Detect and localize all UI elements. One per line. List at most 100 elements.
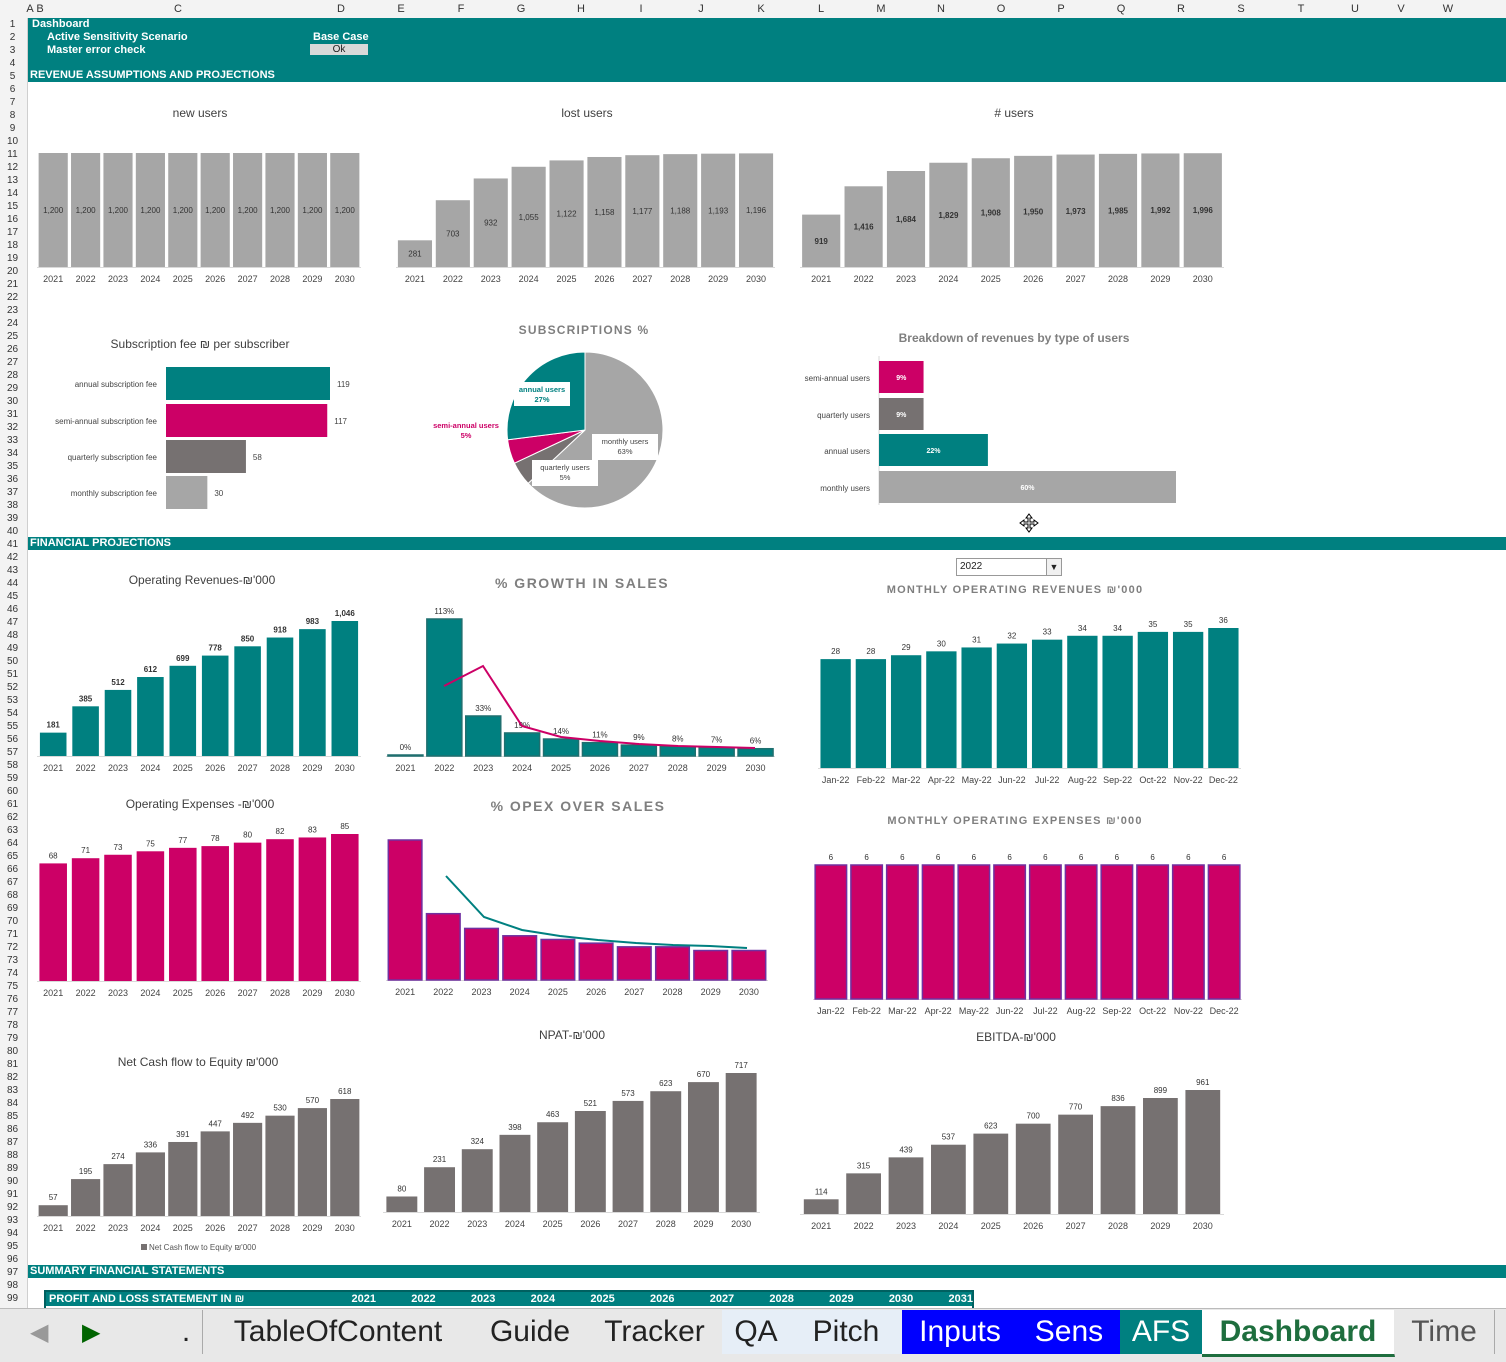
row-header-81[interactable]: 81 bbox=[6, 1059, 19, 1070]
year-dropdown[interactable]: 2022 ▼ bbox=[956, 558, 1062, 576]
row-header-92[interactable]: 92 bbox=[6, 1202, 19, 1213]
row-header-85[interactable]: 85 bbox=[6, 1111, 19, 1122]
row-header-46[interactable]: 46 bbox=[6, 604, 19, 615]
column-header-B[interactable]: B bbox=[36, 3, 44, 15]
row-header-28[interactable]: 28 bbox=[6, 370, 19, 381]
column-header-U[interactable]: U bbox=[1351, 3, 1359, 15]
row-header-96[interactable]: 96 bbox=[6, 1254, 19, 1265]
row-header-19[interactable]: 19 bbox=[6, 253, 19, 264]
row-header-22[interactable]: 22 bbox=[6, 292, 19, 303]
row-header-31[interactable]: 31 bbox=[6, 409, 19, 420]
row-header-27[interactable]: 27 bbox=[6, 357, 19, 368]
row-header-70[interactable]: 70 bbox=[6, 916, 19, 927]
row-header-29[interactable]: 29 bbox=[6, 383, 19, 394]
row-header-12[interactable]: 12 bbox=[6, 162, 19, 173]
row-header-36[interactable]: 36 bbox=[6, 474, 19, 485]
row-header-73[interactable]: 73 bbox=[6, 955, 19, 966]
column-header-F[interactable]: F bbox=[457, 3, 465, 15]
row-header-4[interactable]: 4 bbox=[9, 58, 16, 69]
row-header-39[interactable]: 39 bbox=[6, 513, 19, 524]
column-header-D[interactable]: D bbox=[337, 3, 345, 15]
tab-time[interactable]: Time bbox=[1394, 1310, 1495, 1354]
error-check-value[interactable]: Ok bbox=[310, 44, 368, 55]
row-header-44[interactable]: 44 bbox=[6, 578, 19, 589]
column-header-J[interactable]: J bbox=[698, 3, 704, 15]
row-header-24[interactable]: 24 bbox=[6, 318, 19, 329]
row-header-63[interactable]: 63 bbox=[6, 825, 19, 836]
row-header-88[interactable]: 88 bbox=[6, 1150, 19, 1161]
row-header-40[interactable]: 40 bbox=[6, 526, 19, 537]
row-header-32[interactable]: 32 bbox=[6, 422, 19, 433]
row-header-35[interactable]: 35 bbox=[6, 461, 19, 472]
column-header-H[interactable]: H bbox=[577, 3, 585, 15]
row-header-84[interactable]: 84 bbox=[6, 1098, 19, 1109]
chevron-down-icon[interactable]: ▼ bbox=[1046, 559, 1061, 575]
scenario-value[interactable]: Base Case bbox=[313, 31, 369, 43]
row-header-26[interactable]: 26 bbox=[6, 344, 19, 355]
row-header-62[interactable]: 62 bbox=[6, 812, 19, 823]
row-header-71[interactable]: 71 bbox=[6, 929, 19, 940]
row-header-93[interactable]: 93 bbox=[6, 1215, 19, 1226]
column-header-Q[interactable]: Q bbox=[1116, 3, 1126, 15]
row-header-55[interactable]: 55 bbox=[6, 721, 19, 732]
column-header-S[interactable]: S bbox=[1237, 3, 1245, 15]
row-header-95[interactable]: 95 bbox=[6, 1241, 19, 1252]
row-header-69[interactable]: 69 bbox=[6, 903, 19, 914]
row-header-13[interactable]: 13 bbox=[6, 175, 19, 186]
tab-qa[interactable]: QA bbox=[722, 1310, 791, 1354]
row-header-15[interactable]: 15 bbox=[6, 201, 19, 212]
row-header-5[interactable]: 5 bbox=[9, 71, 16, 82]
row-header-8[interactable]: 8 bbox=[9, 110, 16, 121]
row-header-34[interactable]: 34 bbox=[6, 448, 19, 459]
column-header-C[interactable]: C bbox=[174, 3, 182, 15]
row-header-90[interactable]: 90 bbox=[6, 1176, 19, 1187]
row-header-78[interactable]: 78 bbox=[6, 1020, 19, 1031]
row-header-61[interactable]: 61 bbox=[6, 799, 19, 810]
tab-dashboard[interactable]: Dashboard bbox=[1202, 1310, 1395, 1357]
row-header-56[interactable]: 56 bbox=[6, 734, 19, 745]
column-header-W[interactable]: W bbox=[1442, 3, 1454, 15]
column-header-A[interactable]: A bbox=[26, 3, 34, 15]
row-header-11[interactable]: 11 bbox=[7, 149, 18, 160]
row-header-25[interactable]: 25 bbox=[6, 331, 19, 342]
column-header-G[interactable]: G bbox=[516, 3, 526, 15]
row-header-14[interactable]: 14 bbox=[6, 188, 19, 199]
column-header-I[interactable]: I bbox=[639, 3, 643, 15]
row-header-23[interactable]: 23 bbox=[6, 305, 19, 316]
row-header-76[interactable]: 76 bbox=[6, 994, 19, 1005]
row-header-75[interactable]: 75 bbox=[6, 981, 19, 992]
row-header-58[interactable]: 58 bbox=[6, 760, 19, 771]
row-header-16[interactable]: 16 bbox=[6, 214, 19, 225]
tab-sens[interactable]: Sens bbox=[1018, 1310, 1121, 1354]
row-header-80[interactable]: 80 bbox=[6, 1046, 19, 1057]
column-header-N[interactable]: N bbox=[937, 3, 945, 15]
column-header-L[interactable]: L bbox=[817, 3, 825, 15]
row-header-82[interactable]: 82 bbox=[6, 1072, 19, 1083]
tab-pitch[interactable]: Pitch bbox=[790, 1310, 903, 1354]
row-header-51[interactable]: 51 bbox=[6, 669, 19, 680]
row-header-98[interactable]: 98 bbox=[6, 1280, 19, 1291]
row-header-79[interactable]: 79 bbox=[6, 1033, 19, 1044]
row-header-49[interactable]: 49 bbox=[6, 643, 19, 654]
tab-afs[interactable]: AFS bbox=[1120, 1310, 1203, 1354]
row-header-48[interactable]: 48 bbox=[6, 630, 19, 641]
tab-dot[interactable]: . bbox=[170, 1310, 203, 1354]
tab-tableofcontent[interactable]: TableOfContent bbox=[203, 1310, 474, 1354]
row-header-43[interactable]: 43 bbox=[6, 565, 19, 576]
column-header-R[interactable]: R bbox=[1177, 3, 1185, 15]
row-header-60[interactable]: 60 bbox=[6, 786, 19, 797]
row-header-72[interactable]: 72 bbox=[6, 942, 19, 953]
tab-guide[interactable]: Guide bbox=[473, 1310, 588, 1354]
row-header-37[interactable]: 37 bbox=[6, 487, 19, 498]
row-header-45[interactable]: 45 bbox=[6, 591, 19, 602]
row-header-64[interactable]: 64 bbox=[6, 838, 19, 849]
row-header-1[interactable]: 1 bbox=[9, 19, 16, 30]
row-header-50[interactable]: 50 bbox=[6, 656, 19, 667]
row-header-18[interactable]: 18 bbox=[6, 240, 19, 251]
row-header-20[interactable]: 20 bbox=[6, 266, 19, 277]
row-header-91[interactable]: 91 bbox=[6, 1189, 19, 1200]
row-header-10[interactable]: 10 bbox=[6, 136, 19, 147]
row-header-9[interactable]: 9 bbox=[9, 123, 16, 134]
row-header-94[interactable]: 94 bbox=[6, 1228, 19, 1239]
row-header-38[interactable]: 38 bbox=[6, 500, 19, 511]
